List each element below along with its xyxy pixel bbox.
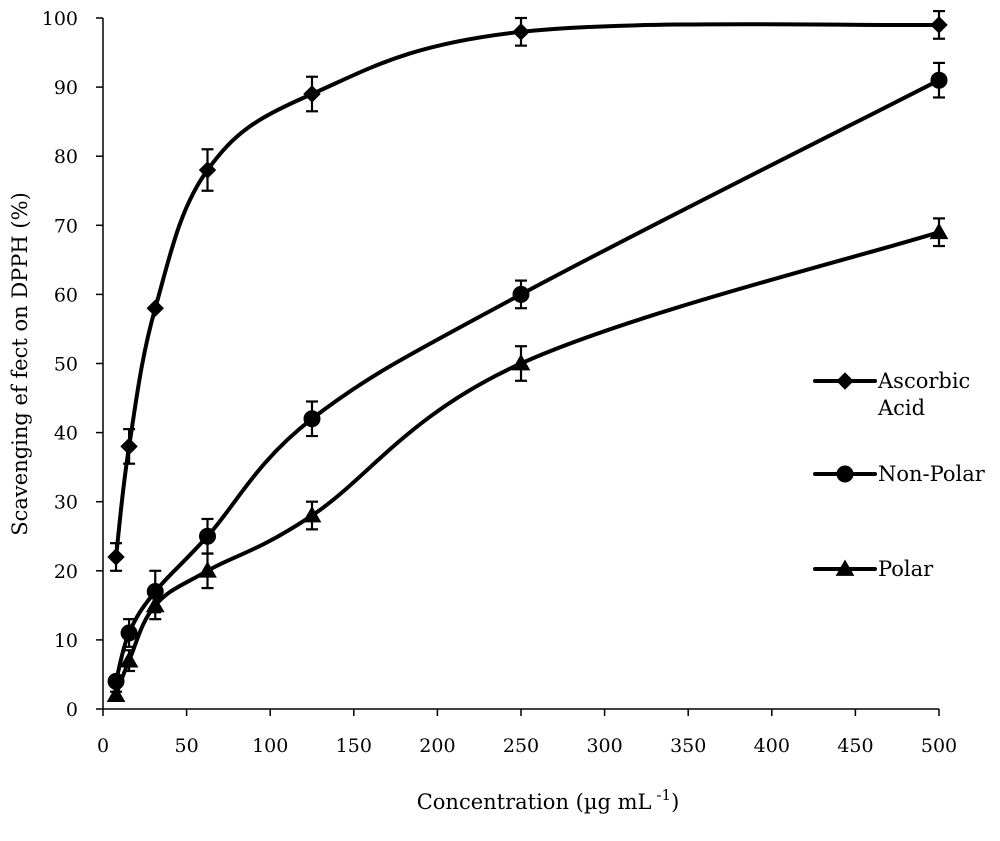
y-tick-label: 10 [54,630,78,652]
data-point [199,527,216,545]
y-axis-title: Scavenging ef fect on DPPH (%) [8,192,32,536]
y-tick-label: 30 [54,492,78,514]
data-point [302,506,322,523]
series-line [114,78,941,684]
data-point [198,561,217,578]
data-point [930,71,948,89]
series-layer [106,9,949,703]
legend-marker [836,465,854,483]
data-point [146,299,164,317]
x-axis-title-close: ) [671,790,679,814]
data-point [929,222,949,240]
data-point [930,16,948,34]
y-tick-label: 40 [54,423,78,445]
data-point [512,285,530,303]
legend-item: Non-Polar [813,462,986,486]
legend-item: Polar [813,557,934,581]
legend-marker [836,372,854,390]
legend-label: Acid [877,396,925,420]
x-tick-label: 400 [754,735,790,757]
data-point [106,685,126,703]
y-tick-label: 60 [54,284,78,306]
x-tick-label: 300 [586,735,622,757]
data-point [107,548,125,566]
x-tick-label: 100 [252,735,288,757]
y-tick-label: 20 [54,561,78,583]
data-point [119,651,139,668]
x-axis-title-superscript: -1 [656,786,671,804]
data-point [303,85,321,103]
x-tick-label: 200 [419,735,455,757]
data-point [120,437,138,456]
legend-label: Polar [878,557,934,581]
x-tick-label: 500 [921,735,957,757]
legend-item: Ascorbic Acid [813,369,970,420]
y-tick-label: 50 [54,354,78,376]
legend: Ascorbic Acid Non-Polar Polar [813,369,986,581]
x-tick-label: 0 [97,735,109,757]
x-axis-title-main: Concentration (µg mL [417,790,652,814]
x-tick-label: 250 [503,735,539,757]
series-line [114,230,941,698]
x-axis-title: Concentration (µg mL -1) [417,786,680,814]
data-point [512,23,530,41]
series-circle [107,61,948,690]
legend-label: Non-Polar [878,462,986,486]
y-tick-label: 100 [42,8,78,30]
data-point [145,595,165,613]
y-tick-label: 80 [54,146,78,168]
data-point [120,624,138,642]
series-diamond [107,9,948,572]
axes: 0 10 20 30 40 50 60 70 80 90 100 0 50 100 150 200 250 300… [42,8,957,757]
y-tick-label: 90 [54,77,78,99]
legend-marker [835,559,855,576]
series-triangle [106,217,949,703]
data-point [511,353,531,371]
legend-label: Ascorbic [877,369,970,393]
y-tick-label: 70 [54,215,78,237]
series-line [114,22,941,559]
x-tick-label: 50 [175,735,199,757]
y-tick-label: 0 [66,699,78,721]
data-point [303,410,321,428]
x-tick-label: 150 [336,735,372,757]
x-tick-label: 450 [837,735,873,757]
data-point [198,161,217,179]
x-tick-label: 350 [670,735,706,757]
